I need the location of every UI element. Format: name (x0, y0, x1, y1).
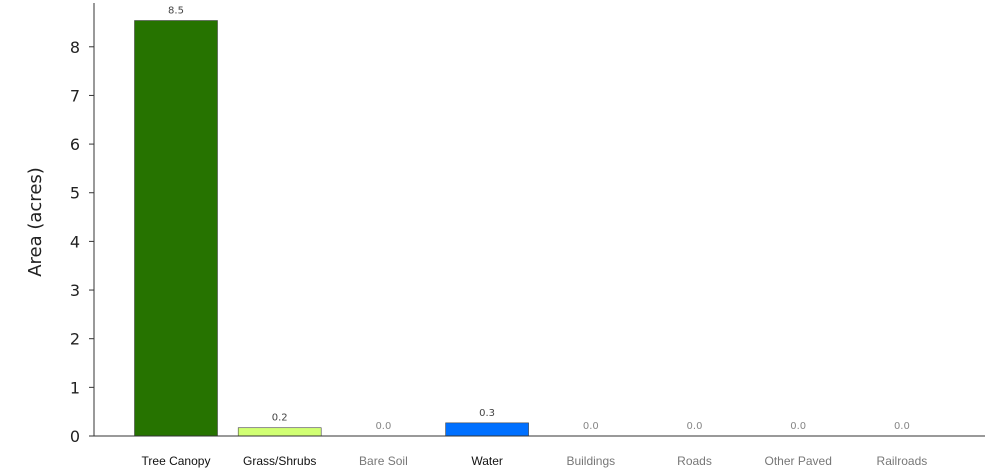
x-tick-label: Bare Soil (359, 454, 408, 468)
y-tick-label: 6 (70, 135, 80, 154)
data-label: 0.0 (790, 421, 806, 432)
data-label: 0.3 (479, 408, 495, 419)
y-tick-label: 7 (70, 86, 80, 105)
x-axis: Tree Canopy Grass/Shrubs Bare Soil Water Bui… (94, 435, 985, 468)
y-tick-label: 5 (70, 184, 80, 203)
y-tick-label: 2 (70, 330, 80, 349)
data-label: 0.0 (583, 421, 599, 432)
data-label: 0.0 (375, 421, 391, 432)
x-tick-label: Water (471, 454, 503, 468)
data-label: 0.0 (894, 421, 910, 432)
data-label: 0.0 (687, 421, 703, 432)
data-label: 8.5 (168, 6, 184, 17)
y-tick-label: 3 (70, 281, 80, 300)
y-tick-label: 4 (70, 232, 80, 251)
x-tick-label: Grass/Shrubs (243, 454, 316, 468)
y-tick-label: 0 (70, 427, 80, 446)
x-tick-label: Other Paved (765, 454, 832, 468)
x-tick-label: Roads (677, 454, 712, 468)
data-label: 0.2 (272, 413, 288, 424)
bar (237, 427, 322, 437)
y-tick-label: 1 (70, 378, 80, 397)
x-tick-label: Railroads (877, 454, 928, 468)
bar (134, 20, 218, 437)
x-tick-label: Buildings (566, 454, 615, 468)
y-axis-label: Area (acres) (25, 167, 46, 277)
bars: 8.5 0.2 0.0 0.3 0.0 0.0 0.0 0.0 (134, 6, 910, 437)
x-tick-label: Tree Canopy (142, 454, 211, 468)
y-axis: 0 1 2 3 4 5 6 7 8 (70, 3, 95, 446)
y-tick-label: 8 (70, 38, 80, 57)
bar (445, 422, 529, 437)
